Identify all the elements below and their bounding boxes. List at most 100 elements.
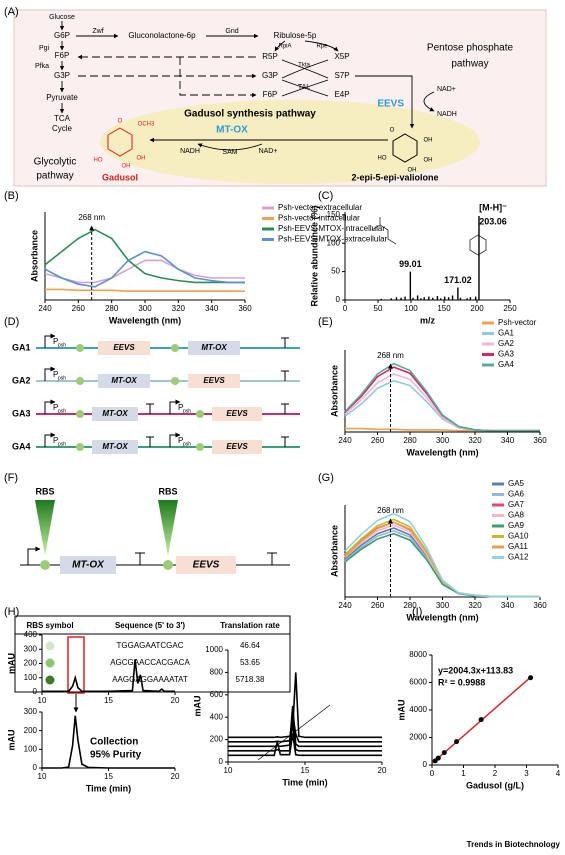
x-tick-label: 20: [171, 772, 180, 781]
gene-box: [188, 374, 240, 388]
rbs: [171, 344, 179, 352]
pathway-label: NADH: [437, 111, 457, 118]
panel-label: (D): [4, 316, 19, 328]
gene-label: EEVS: [226, 442, 248, 451]
y-axis-label: mAU: [6, 653, 16, 674]
x-axis-label: Wavelength (nm): [406, 612, 478, 622]
y-tick-label: 600: [210, 690, 224, 699]
atom-label: OH: [424, 158, 433, 164]
panel-label: (C): [318, 190, 333, 202]
gadusol-pathway-area: [100, 100, 480, 184]
terminator: [146, 436, 154, 447]
promoter: [44, 333, 56, 348]
pathway-label: Ribulose-5p: [274, 31, 317, 40]
promoter-sub: psh: [58, 375, 66, 381]
x-axis-label: Wavelength (nm): [406, 447, 478, 457]
series-line: [228, 733, 382, 757]
legend-label: Psh-vector-intracellular: [278, 214, 360, 223]
pathway-label: F6P: [263, 90, 278, 99]
fit-label: y=2004.3x+113.83: [438, 665, 513, 675]
construct-name: GA3: [12, 408, 31, 418]
pathway-label: Cycle: [52, 124, 73, 133]
atom-label: HO: [378, 156, 387, 162]
rbs: [76, 410, 84, 418]
pathway-label: pathway: [451, 59, 488, 70]
y-tick-label: 0: [423, 760, 428, 769]
legend-label: GA7: [508, 500, 525, 509]
legend-label: GA4: [498, 360, 515, 369]
pathway-label: NAD+: [259, 148, 278, 155]
y-axis-label: Relative abundance (%): [309, 205, 319, 306]
rbs: [163, 560, 173, 570]
pathway-label: pathway: [36, 171, 73, 182]
x-tick-label: 320: [172, 304, 186, 313]
pathway-label: Gnd: [225, 28, 238, 35]
construct-name: GA1: [12, 342, 31, 352]
point: [478, 717, 484, 723]
gene-box: [92, 440, 138, 454]
rbs-symbol: [45, 675, 55, 685]
construct-name: GA4: [12, 441, 31, 451]
point: [528, 675, 534, 681]
y-tick-label: 200: [24, 659, 38, 668]
legend-label: GA2: [498, 339, 515, 348]
promoter-symbol: P: [53, 370, 58, 379]
y-tick-label: 400: [210, 712, 224, 721]
promoter: [44, 432, 56, 447]
y-tick-label: 50: [331, 267, 340, 276]
y-tick-label: 0: [33, 763, 38, 772]
x-tick-label: 10: [224, 766, 233, 775]
pathway-label: EEVS: [377, 99, 404, 110]
gene-label: MT-OX: [102, 409, 128, 418]
promoter-sub: psh: [183, 408, 191, 414]
series-line: [228, 722, 382, 752]
x-tick-label: 15: [104, 696, 113, 705]
x-tick-label: 240: [38, 304, 52, 313]
point: [454, 739, 460, 745]
promoter-symbol: P: [178, 403, 183, 412]
promoter: [44, 366, 56, 381]
x-tick-label: 0: [430, 769, 435, 778]
pathway-label: RpiA: [278, 44, 291, 50]
terminator: [135, 552, 145, 565]
x-tick-label: 280: [105, 304, 119, 313]
y-tick-label: 300: [24, 644, 38, 653]
panel-label: (F): [4, 472, 18, 484]
x-tick-label: 100: [404, 304, 418, 313]
x-axis-label: Gadusol (g/L): [466, 780, 524, 790]
rbs-label: RBS: [158, 486, 177, 496]
rbs-symbol: [45, 641, 55, 651]
pathway-label: Pentose phosphate: [427, 43, 514, 54]
pathway-arrows: [59, 21, 435, 151]
rbs-beam: [158, 500, 178, 556]
x-tick-label: 280: [403, 436, 417, 445]
atom-label: OH: [408, 168, 417, 174]
x-tick-label: 200: [470, 304, 484, 313]
table-cell: 5718.38: [236, 675, 265, 684]
y-axis-label: Absorbance: [329, 525, 339, 577]
series-line: [344, 362, 540, 432]
y-tick-label: 400: [24, 630, 38, 639]
y-tick-label: 100: [327, 238, 341, 247]
rbs: [171, 377, 179, 385]
y-tick-label: 0: [336, 295, 341, 304]
x-tick-label: 340: [501, 601, 515, 610]
gene-box: [176, 556, 236, 574]
gene-label: EEVS: [203, 376, 225, 385]
x-tick-label: 3: [524, 769, 529, 778]
legend-label: GA1: [498, 329, 515, 338]
gene-box: [92, 407, 138, 421]
legend-label: Psh-EEVS-MTOX-extracellular: [278, 235, 388, 244]
fragment-structures: [371, 217, 487, 256]
ion-label: [M-H]⁻: [479, 202, 507, 212]
gene-label: MT-OX: [72, 560, 105, 571]
x-axis-label: m/z: [420, 315, 436, 325]
rbs-label: RBS: [35, 486, 54, 496]
terminator: [267, 552, 277, 565]
legend-label: Psh-vector-extracellular: [278, 203, 362, 212]
promoter-sub: psh: [58, 408, 66, 414]
atom-label: O: [390, 128, 395, 134]
legend-label: GA5: [508, 479, 525, 488]
x-tick-label: 340: [205, 304, 219, 313]
x-tick-label: 10: [38, 772, 47, 781]
